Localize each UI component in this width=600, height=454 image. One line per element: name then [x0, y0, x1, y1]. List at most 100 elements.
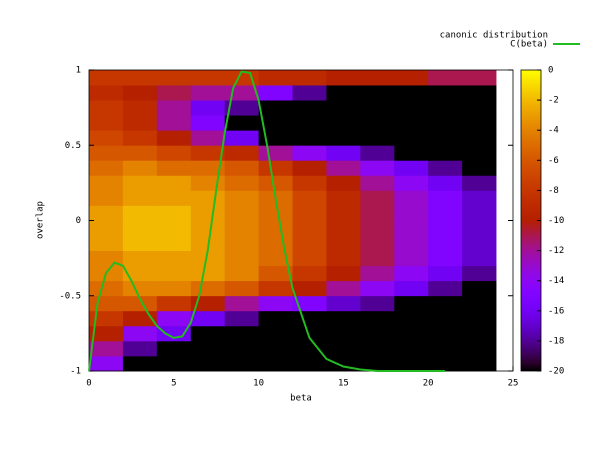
colorbar-tick-label: -12 — [548, 246, 564, 256]
heat-cell — [292, 70, 327, 86]
heat-cell — [89, 130, 124, 146]
heat-cell — [428, 250, 463, 267]
heat-cell — [326, 250, 361, 267]
heat-cell — [258, 220, 293, 236]
heat-cell — [462, 205, 497, 221]
heat-cell — [428, 85, 463, 101]
heat-cell — [258, 355, 293, 372]
heat-cell — [258, 280, 293, 297]
heat-cell — [292, 340, 327, 357]
heat-cell — [156, 250, 192, 267]
heat-cell — [360, 205, 395, 221]
heat-cell — [156, 130, 192, 146]
heat-cell — [292, 265, 327, 282]
heat-cell — [292, 85, 327, 101]
heat-cell — [89, 235, 124, 251]
heat-cell — [89, 280, 124, 297]
colorbar-tick-label: -18 — [548, 336, 564, 346]
heat-cell — [89, 160, 124, 176]
heat-cell — [156, 190, 192, 206]
heat-cell — [360, 115, 395, 131]
heat-cell — [394, 340, 429, 357]
heat-cell — [292, 160, 327, 176]
heat-cell — [360, 175, 395, 191]
heat-cell — [122, 130, 158, 146]
heat-cell — [462, 100, 497, 116]
heat-cell — [360, 340, 395, 357]
heat-cell — [122, 100, 158, 116]
heat-cell — [462, 220, 497, 236]
heat-cell — [360, 265, 395, 282]
heat-cell — [156, 85, 192, 101]
heat-cell — [326, 145, 361, 161]
heat-cell — [360, 190, 395, 206]
x-tick-label: 5 — [171, 379, 176, 389]
heat-cell — [360, 295, 395, 312]
heat-cell — [190, 280, 226, 297]
heat-cell — [122, 325, 158, 342]
heat-cell — [89, 85, 124, 101]
heat-cell — [190, 130, 226, 146]
heat-cell — [326, 190, 361, 206]
heat-cell — [462, 310, 497, 327]
heat-cell — [394, 115, 429, 131]
heat-cell — [394, 310, 429, 327]
heat-cell — [89, 310, 124, 327]
heat-cell — [190, 70, 226, 86]
heat-cell — [89, 145, 124, 161]
heat-cell — [428, 175, 463, 191]
heat-cell — [292, 190, 327, 206]
heat-cell — [394, 280, 429, 297]
heat-cell — [428, 100, 463, 116]
heat-cell — [462, 280, 497, 297]
heat-cell — [462, 355, 497, 372]
heat-cell — [326, 175, 361, 191]
heat-cell — [190, 250, 226, 267]
heat-cell — [462, 235, 497, 251]
heat-cell — [292, 145, 327, 161]
heat-cell — [360, 280, 395, 297]
heat-cell — [258, 205, 293, 221]
y-tick-label: 0.5 — [65, 141, 81, 151]
colorbar-tick-label: -14 — [548, 276, 564, 286]
heat-cell — [156, 310, 192, 327]
x-tick-label: 10 — [253, 379, 264, 389]
heat-cell — [394, 355, 429, 372]
heat-cell — [122, 160, 158, 176]
heat-cell — [258, 145, 293, 161]
heat-cell — [224, 190, 259, 206]
heat-cell — [326, 325, 361, 342]
heat-cell — [394, 295, 429, 312]
heat-cell — [224, 160, 259, 176]
colorbar-tick-label: -20 — [548, 367, 564, 377]
heat-cell — [122, 355, 158, 372]
heat-cell — [224, 325, 259, 342]
heat-cell — [122, 115, 158, 131]
heat-cell — [190, 115, 226, 131]
heat-cell — [224, 280, 259, 297]
heat-cell — [156, 295, 192, 312]
heat-cell — [394, 175, 429, 191]
heat-cell — [156, 235, 192, 251]
heat-cell — [326, 295, 361, 312]
heatmap — [89, 70, 497, 372]
heat-cell — [122, 70, 158, 86]
heat-cell — [428, 160, 463, 176]
heat-cell — [122, 220, 158, 236]
colorbar-tick-label: -16 — [548, 306, 564, 316]
heat-cell — [122, 145, 158, 161]
heat-cell — [224, 115, 259, 131]
y-tick-label: -1 — [70, 367, 81, 377]
heat-cell — [258, 295, 293, 312]
x-tick-label: 15 — [338, 379, 349, 389]
heat-cell — [89, 205, 124, 221]
heat-cell — [156, 115, 192, 131]
colorbar-tick-label: -10 — [548, 216, 564, 226]
heat-cell — [122, 265, 158, 282]
heat-cell — [156, 355, 192, 372]
heat-cell — [190, 295, 226, 312]
heat-cell — [394, 160, 429, 176]
x-tick-label: 25 — [508, 379, 519, 389]
heat-cell — [428, 205, 463, 221]
heat-cell — [190, 205, 226, 221]
